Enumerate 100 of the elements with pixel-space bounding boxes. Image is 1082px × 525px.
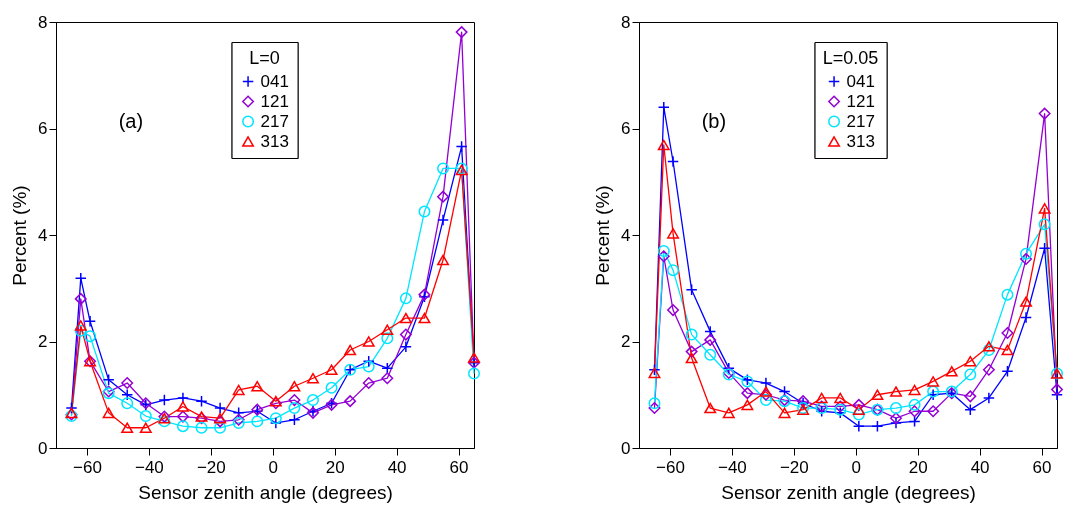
point [65, 402, 78, 415]
point [399, 292, 412, 305]
point [982, 341, 995, 352]
point [657, 244, 670, 257]
point [759, 388, 772, 401]
point [158, 394, 171, 407]
x-tick-label: −20 [779, 457, 809, 477]
point [722, 407, 735, 419]
y-axis-title: Percent (%) [592, 185, 614, 286]
point [362, 336, 375, 347]
point [74, 320, 87, 331]
point [195, 395, 208, 408]
x-tick-label: −20 [196, 457, 226, 477]
point [251, 380, 264, 392]
point [121, 377, 134, 390]
point [964, 368, 977, 381]
point [685, 283, 698, 296]
legend-label: 121 [846, 91, 875, 111]
x-tick-label: −40 [717, 457, 747, 477]
point [964, 390, 977, 403]
x-tick-label: 40 [970, 457, 990, 477]
point [139, 410, 152, 423]
point [1051, 388, 1063, 401]
point [437, 214, 450, 227]
point [964, 355, 977, 367]
point [1038, 218, 1051, 231]
y-tick-label: 8 [38, 12, 48, 32]
point [399, 340, 412, 353]
point [852, 398, 865, 411]
point [871, 389, 884, 401]
point [214, 412, 227, 424]
point [1020, 311, 1033, 324]
y-tick-label: 0 [621, 438, 631, 458]
point [890, 416, 902, 429]
point [437, 190, 450, 203]
point [685, 352, 698, 364]
point [176, 410, 189, 423]
y-tick-label: 6 [38, 119, 48, 138]
point [704, 402, 717, 414]
annotation: (b) [701, 110, 727, 132]
point [455, 140, 468, 153]
point [158, 415, 171, 428]
legend-title: L=0.05 [822, 48, 879, 68]
point [437, 162, 450, 175]
point [214, 402, 227, 415]
point [74, 324, 87, 337]
point [648, 397, 661, 410]
x-tick-label: 40 [387, 457, 407, 477]
point [468, 352, 480, 363]
point [667, 264, 680, 277]
point [381, 332, 394, 345]
point [307, 372, 319, 384]
x-tick-label: 20 [908, 457, 928, 477]
point [121, 388, 134, 401]
x-tick-label: −40 [134, 457, 164, 477]
x-tick-label: 0 [851, 457, 861, 477]
legend-label: 313 [260, 131, 289, 151]
point [964, 403, 977, 416]
point [1038, 203, 1051, 214]
y-axis-title: Percent (%) [9, 185, 31, 286]
x-tick-label: 60 [1032, 457, 1052, 477]
point [685, 328, 698, 341]
point [468, 367, 480, 380]
point [648, 402, 661, 415]
point [399, 312, 412, 324]
y-tick-label: 4 [621, 225, 631, 245]
point [871, 420, 884, 433]
point [852, 404, 865, 415]
point [232, 384, 245, 396]
legend-title: L=0 [249, 48, 280, 68]
y-tick-label: 2 [621, 332, 631, 351]
point [759, 386, 772, 397]
point [1020, 252, 1033, 265]
point [852, 408, 865, 421]
legend-label: 121 [260, 91, 289, 111]
x-tick-label: 0 [268, 457, 278, 477]
point [834, 392, 847, 404]
y-tick-label: 0 [38, 438, 48, 458]
point [121, 397, 134, 410]
point [908, 384, 921, 396]
point [852, 420, 865, 433]
point [307, 394, 319, 407]
point [890, 402, 902, 415]
y-tick-label: 4 [38, 225, 48, 245]
point [704, 333, 717, 346]
point [1001, 288, 1014, 301]
point [437, 254, 450, 266]
point [84, 315, 97, 328]
point [455, 26, 468, 39]
point [945, 366, 958, 377]
point [685, 345, 698, 358]
legend-label: 217 [260, 111, 289, 131]
point [269, 412, 282, 425]
legend-label: 217 [846, 111, 875, 131]
point [381, 324, 394, 336]
point [1020, 247, 1033, 260]
point [176, 401, 189, 412]
point [139, 422, 152, 434]
point [288, 380, 301, 392]
point [759, 394, 772, 407]
